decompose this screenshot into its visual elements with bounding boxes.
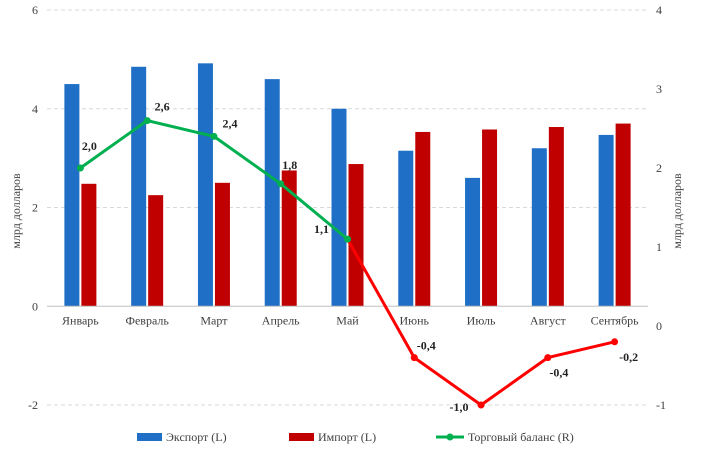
bar-import xyxy=(281,170,297,307)
balance-data-label: 1,1 xyxy=(314,222,329,236)
bar-export xyxy=(531,148,547,307)
balance-segment xyxy=(412,356,483,407)
balance-segment xyxy=(145,119,216,138)
y-left-tick: -2 xyxy=(28,398,38,412)
balance-segment xyxy=(479,356,550,407)
x-tick: Март xyxy=(200,313,228,327)
balance-data-label: -1,0 xyxy=(450,400,469,414)
balance-point xyxy=(143,117,151,125)
balance-data-label: 1,8 xyxy=(282,158,297,172)
x-tick: Сентябрь xyxy=(591,313,640,327)
balance-point xyxy=(76,164,84,172)
balance-segment xyxy=(346,237,416,360)
balance-point xyxy=(277,180,285,188)
bar-export xyxy=(64,84,80,307)
balance-segment xyxy=(546,340,617,360)
y-right-tick: 3 xyxy=(656,82,662,96)
balance-point xyxy=(210,132,218,140)
x-tick: Май xyxy=(336,313,359,327)
balance-point xyxy=(410,354,418,362)
y-left-axis-title: млрд долларов xyxy=(9,173,23,249)
y-right-tick: 1 xyxy=(656,240,662,254)
legend-swatch-import xyxy=(289,433,314,441)
balance-point xyxy=(344,235,351,243)
x-tick-labels: Январь Февраль Март Апрель Май Июнь Июль Август… xyxy=(62,313,639,327)
bars xyxy=(64,63,631,307)
bar-export xyxy=(331,108,347,307)
bar-export xyxy=(131,66,147,307)
legend-label-export: Экспорт (L) xyxy=(166,430,227,444)
y-right-tick: 2 xyxy=(656,161,662,175)
gridlines xyxy=(47,9,648,406)
balance-segment xyxy=(78,119,149,170)
y-right-tick-labels: -1 0 1 2 3 4 xyxy=(656,3,666,412)
bar-export xyxy=(398,150,414,307)
balance-data-label: 2,4 xyxy=(222,116,237,130)
y-left-tick: 6 xyxy=(32,3,38,17)
legend-marker-balance xyxy=(446,433,454,441)
bar-import xyxy=(548,127,564,307)
y-right-tick: -1 xyxy=(656,398,666,412)
balance-line xyxy=(76,117,619,409)
y-right-tick: 4 xyxy=(656,3,662,17)
x-tick: Июль xyxy=(467,313,496,327)
balance-point xyxy=(611,338,619,346)
bar-import xyxy=(348,164,364,307)
x-tick: Август xyxy=(530,313,567,327)
y-right-tick: 0 xyxy=(656,319,662,333)
y-right-axis-title: млрд долларов xyxy=(670,173,684,249)
bar-import xyxy=(482,129,498,307)
legend: Экспорт (L) Импорт (L) Торговый баланс (R) xyxy=(137,430,574,444)
y-left-tick: 2 xyxy=(32,201,38,215)
balance-data-label: -0,2 xyxy=(619,350,638,364)
bar-export xyxy=(598,134,614,307)
y-left-tick-labels: -2 0 2 4 6 xyxy=(28,3,38,412)
balance-segment xyxy=(279,182,349,241)
balance-segment xyxy=(212,134,283,186)
data-labels: 2,0 2,6 2,4 1,8 1,1 -0,4 -1,0 -0,4 -0,2 xyxy=(82,100,638,414)
legend-label-balance: Торговый баланс (R) xyxy=(468,430,574,444)
y-left-tick: 0 xyxy=(32,299,38,313)
bar-import xyxy=(214,182,230,307)
bar-import xyxy=(148,195,164,307)
bar-import xyxy=(415,131,431,307)
bar-import xyxy=(81,183,97,307)
legend-swatch-export xyxy=(137,433,162,441)
balance-data-label: 2,6 xyxy=(155,100,170,114)
x-tick: Июнь xyxy=(400,313,430,327)
bar-export xyxy=(197,63,213,307)
y-left-tick: 4 xyxy=(32,102,38,116)
bar-import xyxy=(615,123,631,307)
bar-export xyxy=(264,79,280,307)
balance-data-label: 2,0 xyxy=(82,139,97,153)
bar-export xyxy=(465,177,481,307)
balance-point xyxy=(544,354,552,362)
balance-data-label: -0,4 xyxy=(417,339,436,353)
x-tick: Январь xyxy=(62,313,99,327)
x-tick: Апрель xyxy=(262,313,300,327)
x-tick: Февраль xyxy=(125,313,169,327)
balance-point xyxy=(477,401,485,409)
legend-label-import: Импорт (L) xyxy=(318,430,376,444)
balance-data-label: -0,4 xyxy=(549,366,568,380)
